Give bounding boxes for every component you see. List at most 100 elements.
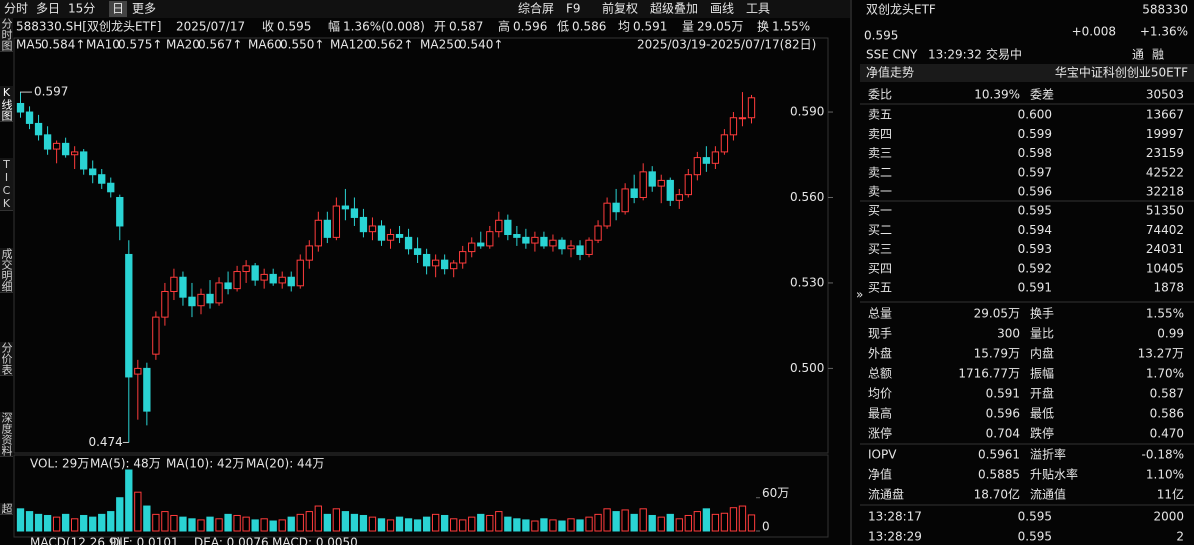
tool-button[interactable]: 综合屏 [518, 1, 554, 16]
info-label: 低 [557, 20, 569, 34]
candle-body [639, 171, 647, 198]
high-annotation: 0.597 [34, 85, 68, 99]
candle-body [215, 282, 223, 304]
sell-volume: 13667 [1146, 108, 1184, 122]
candle-body [134, 367, 142, 375]
side-tab[interactable]: 分价表 [0, 342, 13, 376]
stat-value: 0.99 [1157, 327, 1184, 341]
volume-bar [720, 512, 729, 532]
side-tab[interactable]: 成交明细 [0, 248, 13, 293]
candle-body [314, 219, 322, 247]
stat-label: IOPV [868, 448, 897, 462]
side-tab[interactable]: 超 [0, 503, 13, 515]
candle-body [43, 134, 52, 150]
candle-body [116, 196, 124, 227]
volume-bar [206, 516, 214, 532]
candle-body [404, 236, 413, 250]
volume-bar [522, 519, 530, 532]
tool-button[interactable]: 画线 [710, 2, 734, 16]
tab[interactable]: 分时 [4, 2, 28, 16]
volume-bar [413, 519, 422, 532]
side-tab[interactable]: 分时图 [0, 18, 13, 52]
stat-label: 总量 [868, 307, 892, 321]
collapse-icon[interactable]: » [856, 288, 863, 302]
y-tick-label: 0.530 [790, 275, 824, 289]
buy-label: 买五 [868, 281, 892, 295]
ma-value: 0.567↑ [198, 38, 242, 52]
macd-legend: MACD: 0.0050 [272, 536, 358, 545]
volume-bar [52, 516, 61, 532]
ratio-label: 委比 [868, 88, 892, 102]
candle-body [549, 239, 557, 247]
volume-legend: MA(10): 42万 [166, 457, 244, 471]
info-value: 0.595 [277, 20, 311, 34]
candle-body [477, 242, 485, 247]
candle-body [531, 236, 539, 244]
trade-price: 0.595 [1018, 530, 1052, 544]
stat-value: 15.79万 [974, 347, 1020, 361]
trade-volume: 2 [1176, 530, 1184, 544]
volume-bar [71, 518, 79, 532]
flag: 通 [1132, 48, 1144, 62]
sell-price: 0.597 [1018, 165, 1052, 179]
stat-value: 0.5961 [978, 448, 1020, 462]
volume-bar [305, 511, 313, 532]
buy-price: 0.592 [1018, 261, 1052, 275]
side-tab[interactable]: TICK [0, 158, 13, 211]
candle-body [702, 157, 711, 164]
nav-tab[interactable]: 净值走势 [866, 65, 914, 80]
buy-volume: 74402 [1146, 223, 1184, 237]
info-label: 幅 [328, 19, 340, 34]
candle-body [729, 117, 738, 136]
stat-value: 1.70% [1146, 367, 1184, 381]
quote-status: 交易中 [986, 47, 1022, 62]
volume-bar [675, 518, 683, 532]
stat-label: 开盘 [1030, 386, 1054, 401]
candle-body [612, 202, 620, 213]
candle-body [422, 253, 431, 267]
candle-body [242, 265, 250, 273]
volume-bar [558, 520, 566, 532]
side-tab[interactable]: K线图 [0, 86, 13, 122]
diff-value: 30503 [1146, 88, 1184, 102]
stat-label: 量比 [1030, 327, 1054, 341]
stat-value: 13.27万 [1138, 347, 1184, 361]
sell-volume: 42522 [1146, 165, 1184, 179]
security: 588330.SH[双创龙头ETF] [16, 20, 161, 34]
tab[interactable]: 更多 [132, 2, 156, 16]
tool-button[interactable]: 超级叠加 [650, 1, 698, 16]
volume-frame [13, 454, 829, 538]
volume-bar [747, 514, 756, 532]
volume-bar [215, 518, 223, 532]
volume-bar [251, 519, 259, 532]
tool-button[interactable]: 前复权 [602, 1, 638, 16]
stat-value: 0.591 [986, 387, 1020, 401]
volume-bar [25, 511, 34, 532]
stat-value: -0.18% [1142, 448, 1184, 462]
tool-button[interactable]: F9 [566, 2, 581, 16]
candle-body [684, 174, 692, 196]
candle-body [720, 134, 729, 153]
candle-body [188, 296, 196, 307]
trade-time: 13:28:29 [868, 530, 922, 544]
candle-body [738, 117, 747, 120]
volume-bar [495, 511, 503, 532]
side-tab[interactable]: 深度资料 [0, 412, 13, 457]
volume-bar [404, 518, 413, 532]
tool-button[interactable]: 工具 [746, 2, 770, 16]
buy-price: 0.593 [1018, 242, 1052, 256]
candle-body [251, 265, 259, 281]
volume-bar [738, 505, 747, 532]
tab[interactable]: 日 [112, 2, 124, 16]
volume-bar [323, 513, 331, 532]
stat-label: 现手 [868, 327, 892, 341]
candle-body [16, 102, 25, 113]
tab[interactable]: 多日 [36, 2, 60, 16]
ma-value: 0.540↑ [459, 38, 503, 52]
ma-name: MA250 [420, 38, 461, 52]
date-range: 2025/03/19-2025/07/17(82日) [637, 38, 816, 52]
quote-code: 588330 [1142, 3, 1188, 17]
tab[interactable]: 15分 [68, 2, 95, 16]
info-label: 收 [262, 20, 274, 34]
volume-bar [341, 511, 350, 532]
